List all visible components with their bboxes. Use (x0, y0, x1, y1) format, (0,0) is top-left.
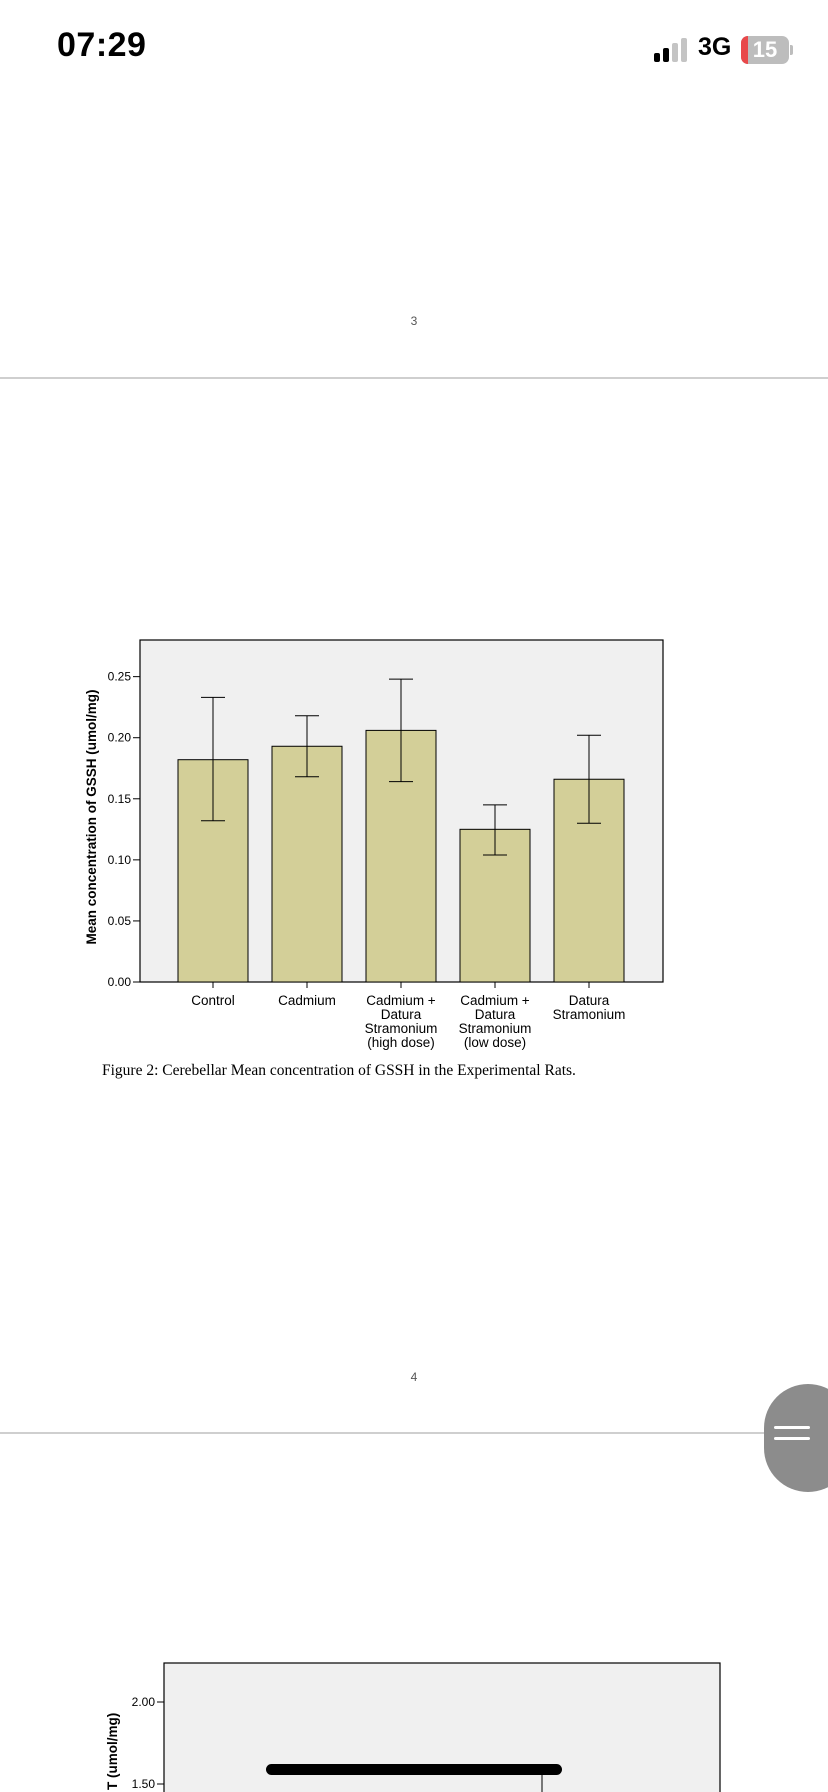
battery-icon: 15 (741, 36, 789, 64)
battery-level: 15 (752, 37, 778, 62)
battery-nub (790, 45, 793, 55)
y-tick-label: 0.00 (108, 975, 132, 989)
network-type: 3G (698, 33, 732, 61)
y-tick-label: 2.00 (132, 1695, 156, 1709)
y-tick-label: 0.20 (108, 731, 132, 745)
bar (271, 745, 343, 983)
signal-bar (663, 48, 669, 62)
y-tick-label: 0.25 (108, 670, 132, 684)
battery-fill (741, 36, 749, 64)
x-tick-label: Stramonium (459, 1021, 532, 1036)
x-tick-label: Datura (475, 1007, 516, 1022)
x-tick-label: Control (191, 993, 235, 1008)
status-bar: 07:29 3G 15 (0, 0, 828, 100)
page-divider (0, 377, 828, 379)
y-tick-label: 0.15 (108, 792, 132, 806)
y-tick-label: 0.10 (108, 853, 132, 867)
y-axis-label: Mean concentration of GSSH (umol/mg) (84, 689, 99, 944)
y-tick-label: 1.50 (132, 1777, 156, 1791)
x-tick-label: Cadmium (278, 993, 336, 1008)
figure-caption: Figure 2: Cerebellar Mean concentration … (102, 1062, 576, 1079)
page-divider (0, 1432, 828, 1434)
scroll-handle[interactable] (764, 1384, 828, 1492)
y-axis-label: T (umol/mg) (105, 1713, 120, 1790)
signal-bar (681, 38, 687, 62)
x-tick-label: Cadmium + (460, 993, 530, 1008)
home-indicator[interactable] (266, 1764, 562, 1775)
page-number-3: 3 (410, 314, 418, 328)
signal-bar (672, 43, 678, 62)
y-tick-label: 0.05 (108, 914, 132, 928)
x-tick-label: Stramonium (365, 1021, 438, 1036)
x-tick-label: Cadmium + (366, 993, 436, 1008)
x-tick-label: Datura (569, 993, 610, 1008)
x-tick-label: (low dose) (464, 1035, 526, 1050)
x-tick-label: (high dose) (367, 1035, 435, 1050)
gssh-bar-chart: 0.00 0.05 0.10 0.15 0.20 0.25 Control Cadmium Ca… (84, 639, 664, 1050)
plot-area (163, 1662, 721, 1792)
cellular-signal-icon (654, 38, 687, 62)
page-number-4: 4 (410, 1370, 418, 1384)
x-tick-label: Stramonium (553, 1007, 626, 1022)
x-tick-label: Datura (381, 1007, 422, 1022)
signal-bar (654, 53, 660, 62)
status-time: 07:29 (57, 26, 147, 64)
